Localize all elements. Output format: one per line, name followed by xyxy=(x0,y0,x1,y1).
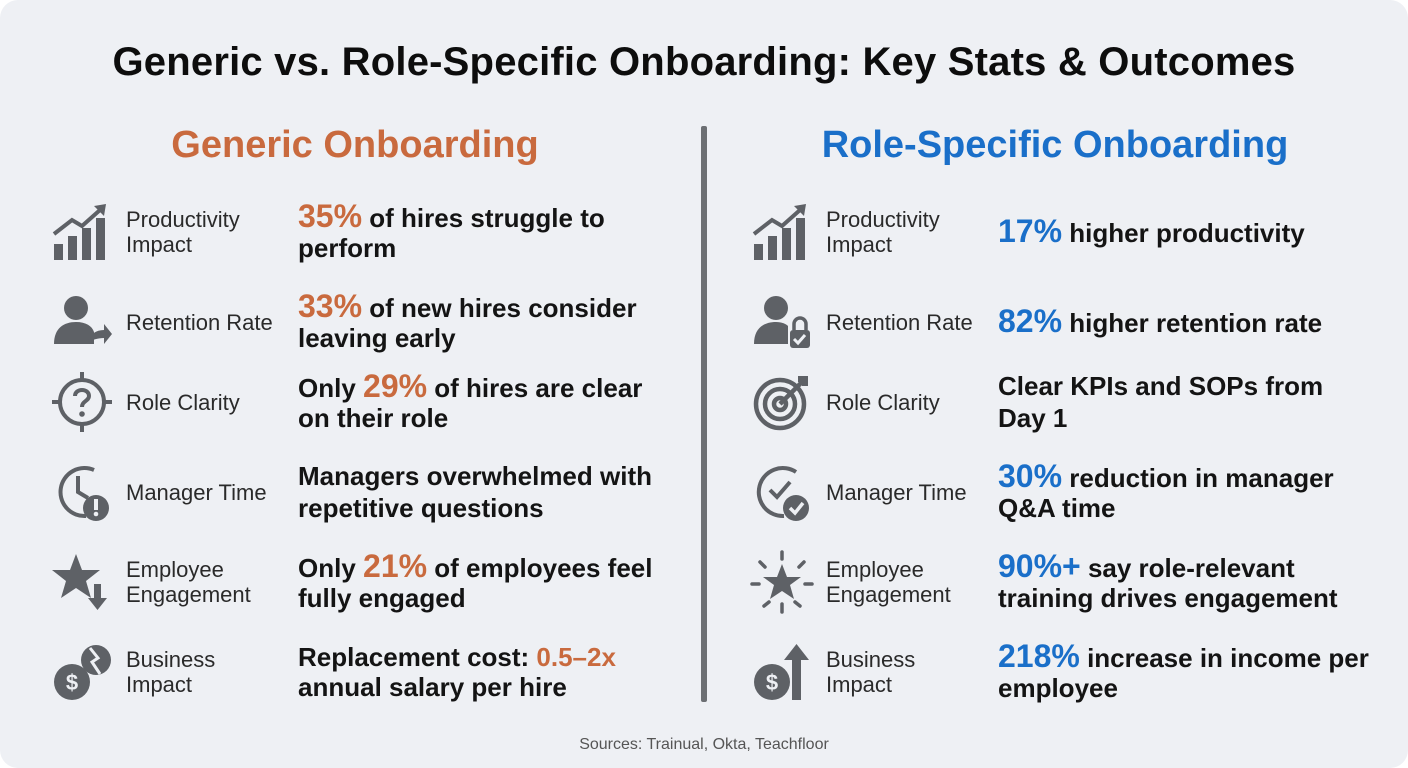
generic-row-clarity: Role Clarity Only 29% of hires are clear… xyxy=(50,362,690,442)
clock-check-icon xyxy=(750,460,814,524)
stat-highlight: 33% xyxy=(298,288,363,324)
user-leaving-icon xyxy=(50,290,114,354)
row-label: Manager Time xyxy=(126,479,267,505)
stat-highlight: 17% xyxy=(998,213,1063,249)
column-divider xyxy=(701,126,707,702)
row-stat: Managers overwhelmed with repetitive que… xyxy=(298,461,652,523)
stat-highlight: 0.5–2x xyxy=(536,642,616,672)
target-arrow-icon xyxy=(750,370,814,434)
generic-row-manager: Manager Time Managers overwhelmed with r… xyxy=(50,452,690,532)
role-row-manager: Manager Time 30% reduction in manager Q&… xyxy=(750,452,1390,532)
row-stat: 33% of new hires consider leaving early xyxy=(298,288,637,353)
generic-row-productivity: Productivity Impact 35% of hires struggl… xyxy=(50,192,690,272)
row-label: Retention Rate xyxy=(126,309,273,335)
svg-text:$: $ xyxy=(66,670,78,695)
row-stat: Only 21% of employees feel fully engaged xyxy=(298,548,653,613)
row-stat: 82% higher retention rate xyxy=(998,303,1323,339)
row-label: Business Impact xyxy=(826,647,916,697)
star-down-icon xyxy=(50,550,114,614)
row-label: Employee Engagement xyxy=(126,557,251,607)
bar-chart-up-icon xyxy=(750,200,814,264)
stat-highlight: 90%+ xyxy=(998,548,1081,584)
coin-arrow-up-icon: $ xyxy=(750,640,814,704)
generic-row-retention: Retention Rate 33% of new hires consider… xyxy=(50,282,690,362)
row-label: Business Impact xyxy=(126,647,216,697)
broken-coin-icon: $ xyxy=(50,640,114,704)
generic-heading: Generic Onboarding xyxy=(171,124,539,166)
row-stat: 90%+ say role-relevant training drives e… xyxy=(998,548,1338,613)
row-stat: 17% higher productivity xyxy=(998,213,1305,249)
stat-highlight: 82% xyxy=(998,303,1063,339)
role-row-retention: Retention Rate 82% higher retention rate xyxy=(750,282,1390,362)
stat-highlight: 30% xyxy=(998,458,1063,494)
row-label: Productivity Impact xyxy=(126,207,240,257)
row-label: Retention Rate xyxy=(826,309,973,335)
row-label: Role Clarity xyxy=(126,389,240,415)
row-label: Manager Time xyxy=(826,479,967,505)
row-label: Productivity Impact xyxy=(826,207,940,257)
sources-footer: Sources: Trainual, Okta, Teachfloor xyxy=(579,736,829,753)
star-burst-icon xyxy=(750,550,814,614)
row-stat: Only 29% of hires are clear on their rol… xyxy=(298,368,643,433)
clock-alert-icon xyxy=(50,460,114,524)
user-lock-icon xyxy=(750,290,814,354)
generic-row-business: $ Business Impact Replacement cost: 0.5–… xyxy=(50,632,690,712)
row-stat: 35% of hires struggle to perform xyxy=(298,198,605,263)
row-stat: Replacement cost: 0.5–2x annual salary p… xyxy=(298,642,616,702)
bar-chart-up-icon xyxy=(50,200,114,264)
stat-highlight: 218% xyxy=(998,638,1080,674)
page-title: Generic vs. Role-Specific Onboarding: Ke… xyxy=(112,40,1296,84)
row-stat: 30% reduction in manager Q&A time xyxy=(998,458,1334,523)
generic-row-engagement: Employee Engagement Only 21% of employee… xyxy=(50,542,690,622)
role-row-productivity: Productivity Impact 17% higher productiv… xyxy=(750,192,1390,272)
question-target-icon xyxy=(50,370,114,434)
row-stat: 218% increase in income per employee xyxy=(998,638,1369,703)
role-heading: Role-Specific Onboarding xyxy=(821,124,1289,166)
svg-text:$: $ xyxy=(766,670,778,695)
stat-highlight: 35% xyxy=(298,198,363,234)
stat-highlight: 21% xyxy=(363,548,428,584)
role-row-engagement: Employee Engagement 90%+ say role-releva… xyxy=(750,542,1390,622)
row-label: Employee Engagement xyxy=(826,557,951,607)
stat-highlight: 29% xyxy=(363,368,428,404)
role-row-clarity: Role Clarity Clear KPIs and SOPs from Da… xyxy=(750,362,1390,442)
role-row-business: $ Business Impact 218% increase in incom… xyxy=(750,632,1390,712)
row-stat: Clear KPIs and SOPs from Day 1 xyxy=(998,371,1324,433)
row-label: Role Clarity xyxy=(826,389,940,415)
